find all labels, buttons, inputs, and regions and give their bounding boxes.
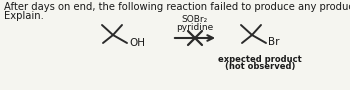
Text: Explain.: Explain. [4,11,44,21]
Text: SOBr₂: SOBr₂ [182,15,208,24]
Text: pyridine: pyridine [176,23,214,32]
Text: expected product: expected product [218,55,302,64]
Text: After days on end, the following reaction failed to produce any product at all.: After days on end, the following reactio… [4,2,350,12]
Text: (not observed): (not observed) [225,62,295,71]
Text: Br: Br [268,37,280,47]
Text: OH: OH [129,38,145,48]
